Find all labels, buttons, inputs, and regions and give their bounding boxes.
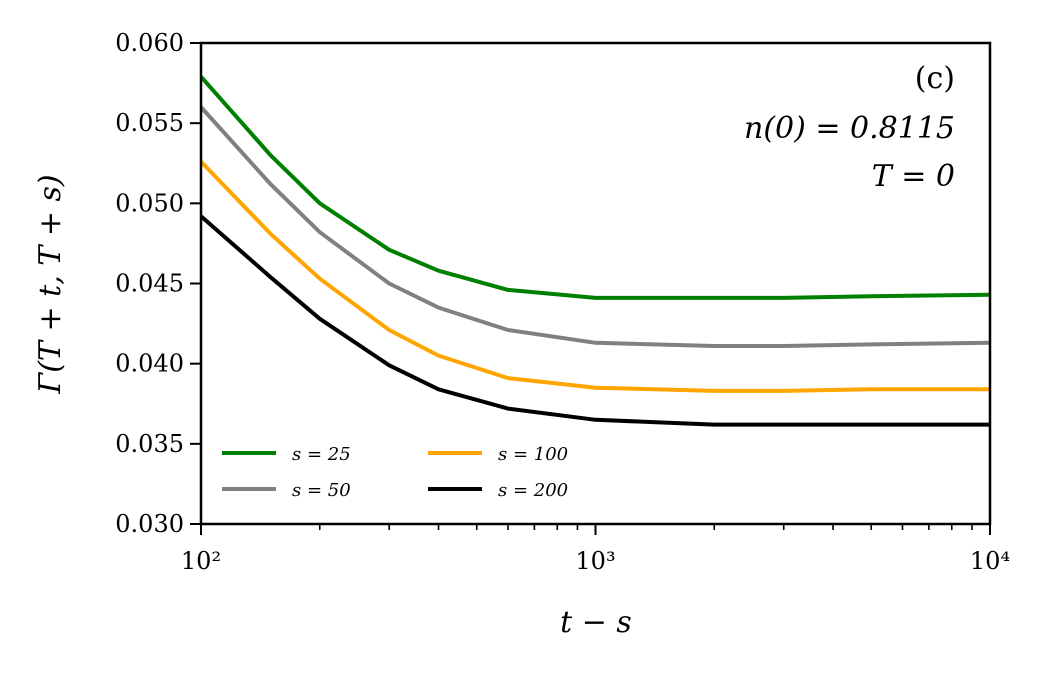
- y-tick-label: 0.030: [115, 510, 184, 538]
- x-axis-ticks: 10² 10³ 10⁴: [181, 524, 1010, 575]
- y-tick-label: 0.060: [115, 29, 184, 57]
- legend-label: s = 50: [292, 480, 351, 501]
- y-tick-label: 0.040: [115, 350, 184, 378]
- annotation-n0: n(0) = 0.8115: [744, 111, 955, 146]
- y-tick-label: 0.045: [115, 270, 184, 298]
- legend-label: s = 25: [292, 444, 351, 465]
- legend: s = 25 s = 50 s = 100 s = 200: [203, 425, 636, 522]
- x-tick-label: 10⁴: [970, 547, 1010, 575]
- series-line-2: [199, 160, 990, 393]
- annotation-panel-label: (c): [915, 61, 955, 96]
- y-tick-label: 0.050: [115, 189, 184, 217]
- x-axis-label: t − s: [560, 605, 632, 640]
- legend-label: s = 200: [498, 480, 568, 501]
- legend-box: [203, 425, 636, 522]
- series-line-1: [199, 105, 991, 348]
- series-line-0: [199, 75, 991, 300]
- y-tick-label: 0.035: [115, 430, 184, 458]
- annotation-temperature: T = 0: [872, 159, 955, 194]
- x-tick-label: 10²: [181, 547, 221, 575]
- x-tick-label: 10³: [575, 547, 615, 575]
- series-group: [199, 75, 991, 427]
- y-tick-label: 0.055: [115, 109, 184, 137]
- legend-label: s = 100: [498, 444, 568, 465]
- series-line-3: [199, 214, 990, 427]
- y-axis-ticks: 0.030 0.035 0.040 0.045 0.050 0.055 0.060: [115, 29, 201, 538]
- y-axis-label: Γ(T + t, T + s): [33, 174, 68, 394]
